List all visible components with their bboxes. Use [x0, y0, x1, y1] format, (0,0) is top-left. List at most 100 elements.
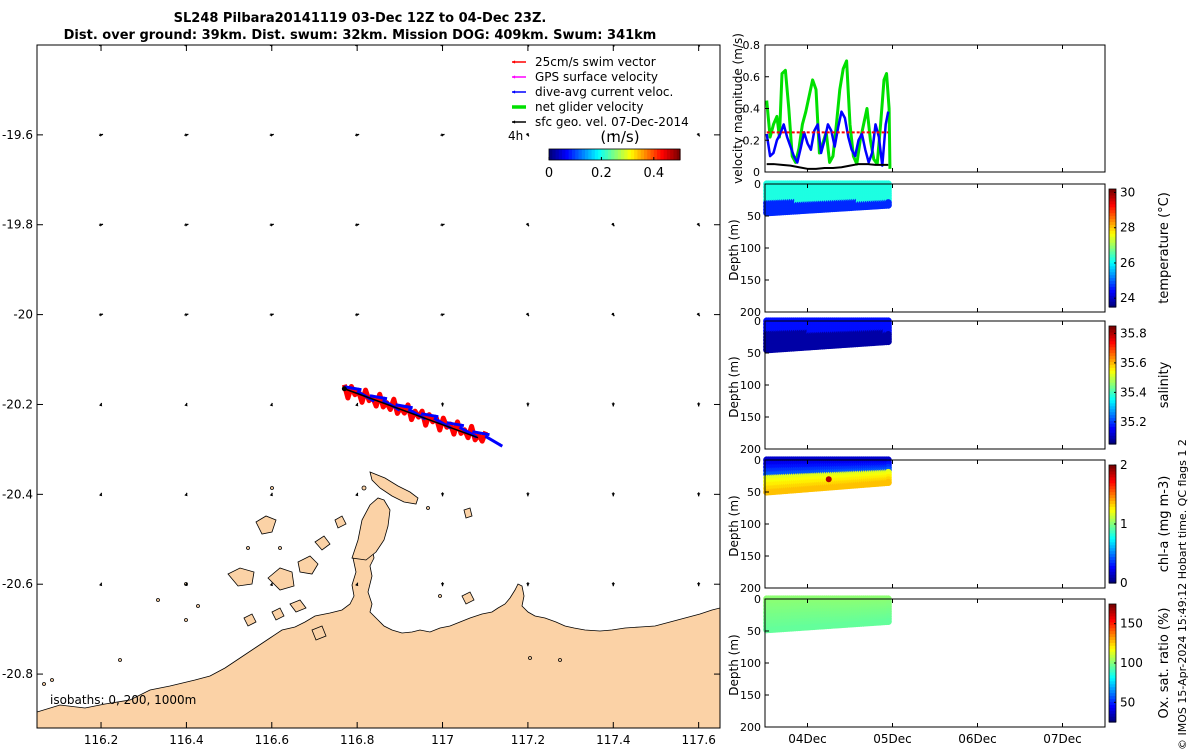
section-colorbar-cell — [1109, 355, 1116, 360]
map-ytick-label: -19.6 — [2, 128, 33, 142]
colorbar-cell — [555, 149, 560, 160]
colorbar-cell — [585, 149, 589, 160]
velocity-ytick-label: 0.4 — [743, 103, 761, 116]
section-colorbar-cell — [1109, 396, 1116, 401]
section-colorbar-cell — [1109, 538, 1116, 543]
colorbar-cell — [594, 149, 599, 160]
section-colorbar-cell — [1109, 665, 1116, 670]
sfc-geo-vector-head — [185, 133, 189, 137]
section-colorbar-cell — [1109, 686, 1116, 691]
map-xtick-label: 117.4 — [596, 733, 630, 747]
colorbar-cell — [611, 149, 616, 160]
section-ytick-label: 150 — [740, 550, 761, 563]
sfc-geo-vector-head — [441, 223, 445, 227]
map-ytick-label: -20.4 — [2, 487, 33, 501]
colorbar-cell — [634, 149, 639, 160]
colorbar-cell — [568, 149, 573, 160]
colorbar-cell — [601, 149, 606, 160]
island-k — [461, 591, 475, 605]
section-colorbar-cell — [1109, 337, 1116, 342]
colorbar-cell — [607, 149, 612, 160]
section-ytick-label: 150 — [740, 411, 761, 424]
section-colorbar-cell — [1109, 485, 1116, 490]
section-colorbar-cell — [1109, 518, 1116, 522]
section-colorbar-cell — [1109, 253, 1116, 258]
section-colorbar-cell — [1109, 544, 1116, 549]
sfc-geo-vector-head — [99, 313, 104, 317]
series-sfc-geo-vel-07-dec-2014 — [766, 163, 889, 170]
colorbar-cell — [588, 149, 593, 160]
velocity-ytick-label: 0 — [753, 166, 760, 179]
section-colorbar-cell — [1109, 194, 1116, 199]
section-colorbar-cell — [1109, 382, 1116, 386]
section-colorbar-cell — [1109, 512, 1116, 516]
colorbar-cell — [565, 149, 570, 160]
section-colorbar-cell — [1109, 209, 1116, 214]
section-colorbar-cell — [1109, 479, 1116, 484]
colorbar-cell — [630, 149, 635, 160]
colorbar-cell — [676, 149, 681, 160]
sfc-geo-vector-head — [525, 312, 529, 317]
glider-start-marker — [341, 386, 347, 392]
section-ylabel: Depth (m) — [727, 219, 741, 280]
section-colorbar-cell — [1109, 259, 1116, 264]
section-colorbar-cell — [1109, 283, 1116, 287]
sfc-geo-vector-head — [270, 223, 274, 227]
sfc-geo-vector-head — [270, 313, 274, 317]
sfc-geo-vector-head — [696, 493, 701, 497]
section-colorbar-label: temperature (°C) — [1157, 192, 1172, 304]
colorbar-tick-label: 0.2 — [591, 166, 612, 181]
colorbar-cell — [591, 149, 596, 160]
sfc-geo-vector-head — [269, 582, 273, 587]
time-label: 4h — [508, 129, 523, 143]
glider-path-line — [344, 388, 479, 439]
velocity-ylabel: velocity magnitude (m/s) — [731, 33, 745, 184]
sfc-geo-vector-head — [355, 313, 360, 317]
section-colorbar-cell — [1109, 301, 1116, 305]
section-colorbar-cell — [1109, 331, 1116, 336]
section-colorbar-cell — [1109, 476, 1116, 481]
section-colorbar-tick-label: 24 — [1120, 291, 1135, 305]
section-ytick-label: 0 — [754, 593, 761, 606]
section-colorbar-label: chl-a (mg m-3) — [1157, 476, 1172, 573]
legend-swatch-head — [512, 105, 516, 109]
section-colorbar-cell — [1109, 568, 1116, 572]
section-colorbar-cell — [1109, 367, 1116, 371]
section-colorbar-cell — [1109, 553, 1116, 558]
section-colorbar-cell — [1109, 432, 1116, 436]
section-colorbar-cell — [1109, 268, 1116, 273]
section-colorbar-cell — [1109, 497, 1116, 501]
section-colorbar-cell — [1109, 411, 1116, 416]
section-panel-ox-sat-ratio: 0 50 100 150 200 04Dec 05Dec 06Dec 07Dec Depth (m… — [727, 593, 1172, 746]
island-l — [463, 507, 473, 519]
sfc-geo-vector-head — [696, 403, 701, 407]
colorbar-cell — [653, 149, 658, 160]
map-xtick-label: 117.6 — [681, 733, 715, 747]
colorbar-cell — [666, 149, 671, 160]
section-colorbar-cell — [1109, 651, 1116, 655]
section-colorbar-cell — [1109, 609, 1116, 614]
map-axes-box — [36, 44, 721, 729]
section-colorbar-frame — [1108, 325, 1117, 445]
map-ytick-label: -20.8 — [2, 667, 33, 681]
section-colorbar-cell — [1109, 189, 1116, 193]
section-colorbar-cell — [1109, 242, 1116, 246]
colorbar-cell — [575, 149, 580, 160]
section-colorbar-cell — [1109, 524, 1116, 528]
colorbar-cell — [657, 149, 661, 160]
section-colorbar-cell — [1109, 352, 1116, 357]
time-tick-label: 04Dec — [788, 732, 827, 746]
map-xtick-label: 117 — [431, 733, 454, 747]
section-panel-salinity: 0 50 100 150 200 Depth (m) 35.2 35.4 35.6 35.8 sal… — [727, 315, 1172, 456]
time-tick-label: 07Dec — [1043, 732, 1082, 746]
section-colorbar-cell — [1109, 488, 1116, 493]
section-colorbar-cell — [1109, 379, 1116, 383]
section-ylabel: Depth (m) — [727, 495, 741, 556]
section-colorbar-cell — [1109, 390, 1116, 395]
section-max-point — [825, 476, 832, 483]
sfc-geo-vector-head — [525, 132, 529, 137]
colorbar-cell — [640, 149, 645, 160]
section-colorbar-cell — [1109, 506, 1116, 510]
section-colorbar-cell — [1109, 248, 1116, 252]
